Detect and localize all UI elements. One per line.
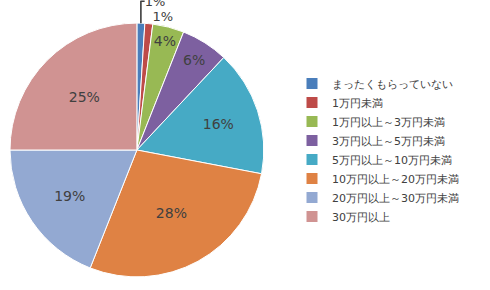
svg-text:19%: 19% bbox=[54, 188, 85, 204]
svg-text:まったくもらっていない: まったくもらっていない bbox=[332, 78, 453, 91]
svg-text:25%: 25% bbox=[69, 89, 100, 105]
svg-text:1%: 1% bbox=[153, 9, 174, 24]
svg-text:1万円未満: 1万円未満 bbox=[332, 97, 383, 110]
svg-text:10万円以上～20万円未満: 10万円以上～20万円未満 bbox=[332, 173, 459, 186]
svg-text:20万円以上～30万円未満: 20万円以上～30万円未満 bbox=[332, 192, 459, 205]
svg-text:16%: 16% bbox=[203, 116, 234, 132]
svg-text:3万円以上～5万円未満: 3万円以上～5万円未満 bbox=[332, 135, 445, 148]
svg-text:1%: 1% bbox=[145, 0, 166, 9]
svg-text:28%: 28% bbox=[156, 205, 187, 221]
svg-text:1万円以上～3万円未満: 1万円以上～3万円未満 bbox=[332, 116, 445, 129]
svg-text:5万円以上～10万円未満: 5万円以上～10万円未満 bbox=[332, 154, 452, 167]
svg-text:6%: 6% bbox=[183, 52, 205, 68]
svg-text:30万円以上: 30万円以上 bbox=[332, 211, 390, 224]
svg-text:4%: 4% bbox=[154, 33, 176, 49]
